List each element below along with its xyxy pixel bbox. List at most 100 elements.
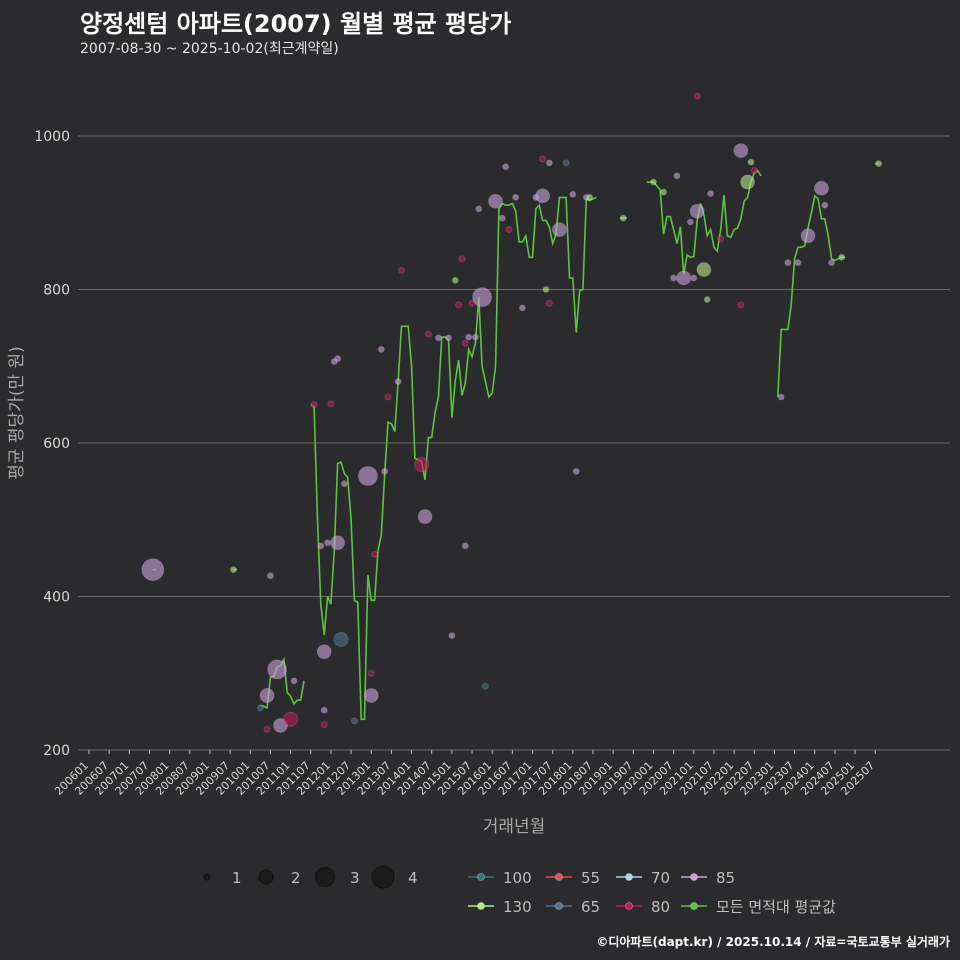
- data-point: [505, 226, 513, 234]
- y-tick-label: 800: [43, 283, 70, 299]
- data-point: [750, 167, 758, 175]
- color-legend-dot: [625, 902, 633, 910]
- chart-title: 양정센텀 아파트(2007) 월별 평균 평당가: [80, 10, 512, 38]
- color-legend-dot: [555, 873, 563, 881]
- data-point: [707, 190, 715, 198]
- data-point: [502, 163, 510, 171]
- data-point: [451, 276, 459, 284]
- data-point: [334, 355, 342, 363]
- data-point: [465, 333, 473, 341]
- size-legend-label: 3: [350, 869, 360, 887]
- data-point: [518, 304, 526, 312]
- data-point: [266, 572, 274, 580]
- color-legend-dot: [690, 873, 698, 881]
- data-point: [813, 180, 829, 196]
- data-point: [445, 334, 453, 342]
- data-point: [434, 334, 442, 342]
- color-legend-label: 70: [651, 869, 670, 887]
- size-legend-marker: [371, 865, 395, 889]
- size-legend: 1 2 3 4: [203, 865, 418, 889]
- color-legend-label: 100: [503, 869, 532, 887]
- data-point: [417, 509, 433, 525]
- data-point: [740, 174, 756, 190]
- data-point: [256, 704, 264, 712]
- data-point: [458, 255, 466, 263]
- credit-text: ©디아파트(dapt.kr) / 2025.10.14 / 자료=국토교통부 실…: [596, 935, 950, 949]
- data-point: [259, 688, 275, 704]
- color-legend-label: 65: [581, 898, 600, 916]
- data-point: [475, 205, 483, 213]
- data-point: [539, 155, 547, 163]
- data-point: [733, 143, 749, 159]
- data-point: [562, 159, 570, 167]
- grid-lines: [78, 135, 950, 751]
- data-point: [330, 535, 346, 551]
- data-point: [717, 235, 725, 243]
- data-point: [821, 201, 829, 209]
- x-axis-label: 거래년월: [483, 817, 546, 837]
- data-point: [512, 193, 520, 201]
- data-point: [363, 688, 379, 704]
- data-point: [690, 274, 698, 282]
- data-point: [381, 467, 389, 475]
- y-tick-label: 1000: [34, 129, 70, 145]
- data-point: [394, 378, 402, 386]
- data-point: [267, 659, 288, 680]
- color-legend-label: 모든 면적대 평균값: [716, 898, 836, 916]
- color-legend-dot: [690, 902, 698, 910]
- data-point: [371, 550, 379, 558]
- size-legend-marker: [203, 873, 211, 881]
- data-point: [229, 566, 237, 574]
- color-legend-dot: [477, 873, 485, 881]
- color-legend-dot: [555, 902, 563, 910]
- data-point: [367, 669, 375, 677]
- data-point: [693, 92, 701, 100]
- color-legend-label: 130: [503, 898, 532, 916]
- size-legend-label: 2: [291, 869, 301, 887]
- data-point: [777, 393, 785, 401]
- y-tick-label: 400: [43, 590, 70, 606]
- data-point: [670, 274, 678, 282]
- data-point: [461, 339, 469, 347]
- data-point: [703, 295, 711, 303]
- data-point: [569, 190, 577, 198]
- data-point: [357, 466, 378, 487]
- data-point: [471, 333, 479, 341]
- data-point: [472, 287, 493, 308]
- data-point: [784, 259, 792, 267]
- data-point: [696, 262, 712, 278]
- size-legend-marker: [315, 867, 335, 887]
- data-point: [686, 218, 694, 226]
- data-point: [481, 682, 489, 690]
- data-point: [660, 188, 668, 196]
- data-point: [689, 203, 705, 219]
- data-point: [838, 253, 846, 261]
- data-point: [340, 480, 348, 488]
- data-point: [455, 301, 463, 309]
- data-point: [310, 401, 318, 409]
- color-legend-label: 85: [716, 869, 735, 887]
- average-line-segment: [310, 196, 597, 721]
- data-point: [283, 711, 299, 727]
- data-point: [290, 677, 298, 685]
- data-point: [317, 542, 325, 550]
- data-point: [324, 539, 332, 547]
- data-point: [327, 400, 335, 408]
- data-point: [619, 214, 627, 222]
- data-point: [263, 725, 271, 733]
- data-point: [673, 172, 681, 180]
- color-legend-label: 55: [581, 869, 600, 887]
- data-point: [542, 286, 550, 293]
- data-point: [316, 644, 332, 660]
- data-point: [498, 214, 506, 222]
- data-point: [551, 222, 567, 238]
- color-legend-label: 80: [651, 898, 670, 916]
- data-point: [875, 160, 883, 168]
- chart-subtitle: 2007-08-30 ~ 2025-10-02(최근계약일): [80, 41, 339, 57]
- average-line-segment: [777, 194, 845, 398]
- transaction-points: [141, 92, 883, 733]
- size-legend-label: 1: [232, 869, 242, 887]
- data-point: [586, 193, 594, 201]
- data-point: [649, 178, 657, 186]
